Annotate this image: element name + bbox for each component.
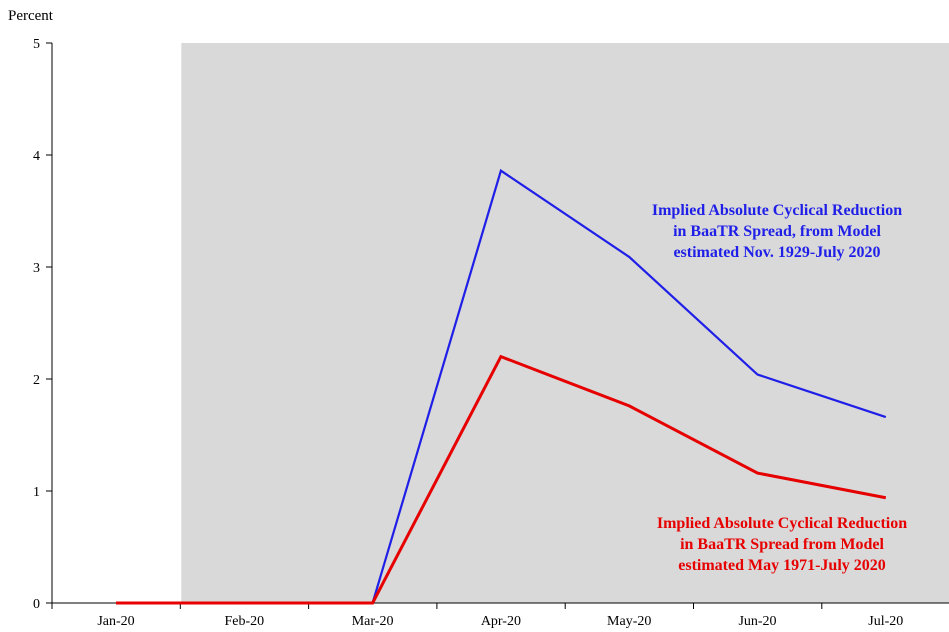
series-line-2 xyxy=(116,354,887,605)
annotation-line: in BaaTR Spread, from Model xyxy=(673,223,881,240)
annotation-line: in BaaTR Spread from Model xyxy=(680,536,884,553)
x-tick-label: May-20 xyxy=(607,614,651,629)
y-axis-title: Percent xyxy=(8,8,54,24)
annotation-line: Implied Absolute Cyclical Reduction xyxy=(652,202,902,219)
y-tick-label: 5 xyxy=(33,37,40,52)
x-tick-label: Jul-20 xyxy=(868,614,903,629)
annotations: Implied Absolute Cyclical Reduction in Ba… xyxy=(652,202,907,574)
shaded-region xyxy=(181,43,949,603)
x-tick-label: Jan-20 xyxy=(97,614,134,629)
y-tick-label: 0 xyxy=(33,597,40,612)
y-tick-label: 3 xyxy=(33,261,40,276)
y-tick-label: 4 xyxy=(33,149,40,164)
annotation-line: estimated Nov. 1929-July 2020 xyxy=(673,244,880,261)
x-tick-label: Mar-20 xyxy=(352,614,394,629)
annotation-line: estimated May 1971-July 2020 xyxy=(678,557,886,574)
y-tick-label: 1 xyxy=(33,485,40,500)
annotation-line: Implied Absolute Cyclical Reduction xyxy=(657,515,907,532)
y-axis-ticks: 0 1 2 3 4 5 xyxy=(33,37,52,612)
x-tick-label: Feb-20 xyxy=(224,614,264,629)
y-tick-label: 2 xyxy=(33,373,40,388)
x-tick-label: Jun-20 xyxy=(738,614,776,629)
series-layer xyxy=(116,168,887,605)
x-axis-ticks: Jan-20 Feb-20 Mar-20 Apr-20 May-20 Jun-20 Jul-… xyxy=(51,603,903,629)
annotation-2: Implied Absolute Cyclical Reduction in Ba… xyxy=(657,515,907,574)
annotation-1: Implied Absolute Cyclical Reduction in Ba… xyxy=(652,202,902,261)
x-tick-label: Apr-20 xyxy=(481,614,521,629)
